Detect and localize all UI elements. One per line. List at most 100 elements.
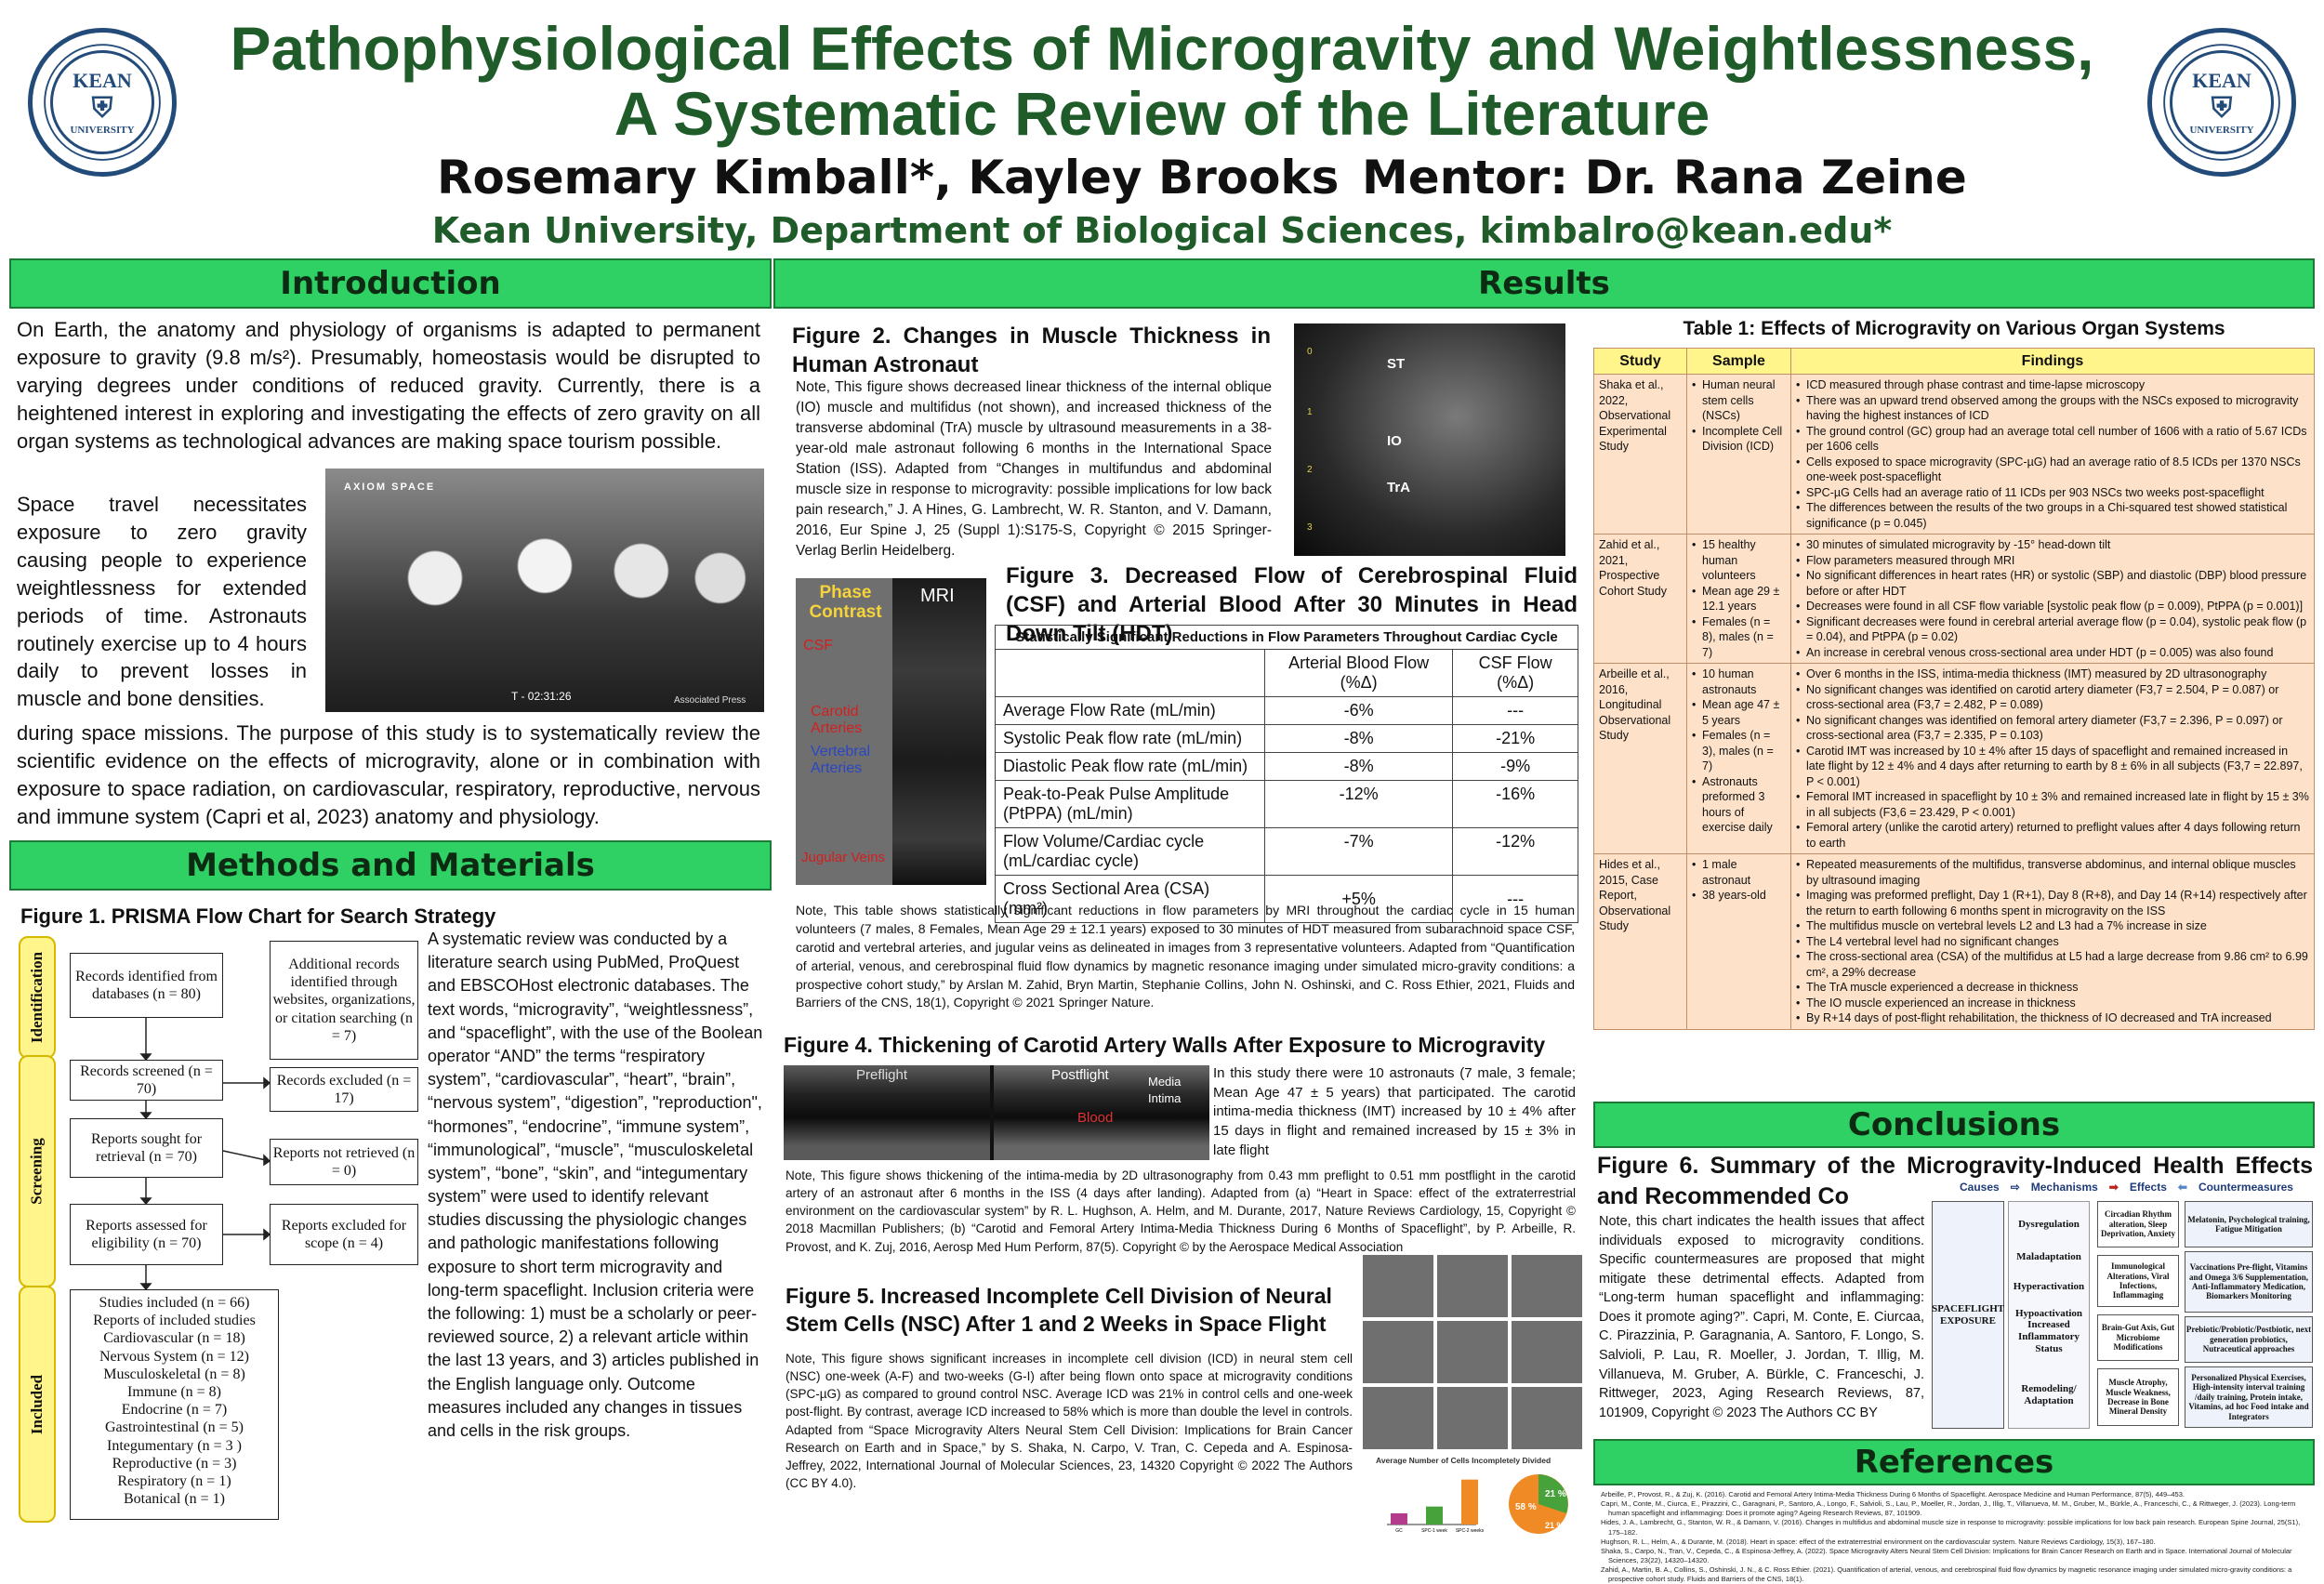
label-blood: Blood: [1077, 1110, 1114, 1126]
mentor: Mentor: Dr. Rana Zeine: [1362, 151, 1967, 205]
stage-included: Included: [19, 1286, 56, 1523]
tick-label: GC: [1395, 1528, 1403, 1534]
section-references: References: [1593, 1439, 2315, 1485]
countermeasure-box: Vaccinations Pre-flight, Vitamins and Om…: [2185, 1251, 2313, 1313]
title-line-2: A Systematic Review of the Literature: [614, 78, 1710, 148]
bar-spc-1-week: [1426, 1506, 1443, 1525]
table-row: Zahid et al., 2021, Prospective Cohort S…: [1593, 534, 2315, 665]
sample-item: 38 years-old: [1692, 888, 1786, 904]
included-line: Botanical (n = 1): [124, 1491, 225, 1508]
findings-cell: Repeated measurements of the multifidus,…: [1790, 853, 2315, 1030]
carotid-pre-panel: [784, 1065, 990, 1160]
us-scale-3: 3: [1307, 522, 1313, 533]
logo-ring: [2163, 44, 2280, 161]
affiliation: Kean University, Department of Biologica…: [431, 210, 1893, 251]
table-row: Cross Sectional Area (CSA) (mm²) +5% ---: [995, 875, 1578, 923]
finding-item: No significant differences in heart rate…: [1796, 568, 2309, 599]
box-records-excluded: Records excluded (n = 17): [270, 1067, 418, 1112]
box-reports-assessed: Reports assessed for eligibility (n = 70…: [70, 1204, 223, 1265]
sample-cell: 10 human astronautsMean age 47 ± 5 years…: [1686, 663, 1791, 855]
pie-slice: [1538, 1474, 1568, 1513]
table-row: Hides et al., 2015, Case Report, Observa…: [1593, 853, 2315, 1030]
table-row: Diastolic Peak flow rate (mL/min) -8% -9%: [995, 752, 1578, 781]
label-intima: Intima: [1148, 1091, 1182, 1105]
sample-item: 1 male astronaut: [1692, 857, 1786, 888]
effect-box: Circadian Rhythm alteration, Sleep Depri…: [2097, 1201, 2179, 1247]
finding-item: No significant changes was identified on…: [1796, 713, 2309, 744]
finding-item: By R+14 days of post-flight rehabilitati…: [1796, 1010, 2309, 1026]
findings-cell: Over 6 months in the ISS, intima-media t…: [1790, 663, 2315, 855]
finding-item: Decreases were found in all CSF flow var…: [1796, 599, 2309, 614]
mri-label-phase: Phase Contrast: [809, 583, 882, 622]
photo-credit: Associated Press: [674, 695, 746, 706]
reference-item: Arbeille, P., Provost, R., & Zuj, K. (20…: [1601, 1490, 2185, 1498]
col-header: Study: [1593, 347, 1687, 376]
effect-box: Immunological Alterations, Viral Infecti…: [2097, 1255, 2179, 1307]
section-results: Results: [773, 258, 2315, 309]
finding-item: Femoral artery (unlike the carotid arter…: [1796, 820, 2309, 851]
fig6-diagram: Causes ⇨ Mechanisms ➡ Effects ⬅ Countermeas…: [1932, 1173, 2315, 1435]
carotid-post-panel: [994, 1065, 1209, 1160]
sample-item: Human neural stem cells (NSCs): [1692, 377, 1786, 424]
study-cell: Zahid et al., 2021, Prospective Cohort S…: [1593, 534, 1687, 665]
finding-item: Significant decreases were found in cere…: [1796, 614, 2309, 645]
fig6-legend: Causes ⇨ Mechanisms ➡ Effects ⬅ Countermeas…: [1960, 1181, 2313, 1194]
included-line: Reports of included studies: [93, 1313, 256, 1329]
col-header: CSF Flow (%Δ): [1452, 649, 1578, 697]
methods-text: A systematic review was conducted by a l…: [428, 930, 763, 1440]
arrow-icon: ⇨: [2010, 1181, 2020, 1194]
legend-mechanisms: Mechanisms: [2030, 1181, 2098, 1194]
effect-box: Brain-Gut Axis, Gut Microbiome Modificat…: [2097, 1314, 2179, 1361]
included-line: Studies included (n = 66): [99, 1295, 250, 1311]
fig5-pie-chart: 58 % 21 % 21 %: [1509, 1474, 1568, 1534]
finding-item: Carotid IMT was increased by 10 ± 4% aft…: [1796, 744, 2309, 790]
arrow-icon: ⬅: [2177, 1181, 2187, 1194]
kean-logo-right: KEAN ⛨ UNIVERSITY: [2147, 28, 2296, 177]
us-label-tra: TrA: [1387, 480, 1411, 495]
fig2-ultrasound-image: ST IO TrA 0 1 2 3: [1294, 323, 1565, 556]
photo-timer: T - 02:31:26: [511, 690, 572, 703]
poster-title: Pathophysiological Effects of Microgravi…: [186, 16, 2138, 148]
included-line: Nervous System (n = 12): [99, 1348, 249, 1365]
included-line: Reproductive (n = 3): [112, 1455, 237, 1472]
us-label-io: IO: [1387, 433, 1402, 449]
finding-item: The differences between the results of t…: [1796, 500, 2309, 531]
pie-label: 21 %: [1545, 1489, 1566, 1499]
included-line: Cardiovascular (n = 18): [103, 1330, 245, 1347]
sample-item: Females (n = 3), males (n = 7): [1692, 728, 1786, 774]
mri-label-carotid: Carotid Arteries: [811, 704, 863, 737]
finding-item: The multifidus muscle on vertebral level…: [1796, 918, 2309, 934]
study-cell: Shaka et al., 2022, Observational Experi…: [1593, 374, 1687, 535]
finding-item: The TrA muscle experienced a decrease in…: [1796, 980, 2309, 996]
finding-item: Over 6 months in the ISS, intima-media t…: [1796, 667, 2309, 682]
study-cell: Arbeille et al., 2016, Longitudinal Obse…: [1593, 663, 1687, 855]
table-row: Peak-to-Peak Pulse Amplitude (PtPPA) (mL…: [995, 780, 1578, 828]
sample-item: Mean age 47 ± 5 years: [1692, 697, 1786, 728]
included-line: Gastrointestinal (n = 5): [105, 1419, 244, 1436]
findings-cell: ICD measured through phase contrast and …: [1790, 374, 2315, 535]
section-introduction: Introduction: [9, 258, 772, 309]
logo-seal: KEAN ⛨ UNIVERSITY: [2170, 50, 2274, 154]
sample-item: Mean age 29 ± 12.1 years: [1692, 584, 1786, 614]
table-row: Average Flow Rate (mL/min) -6% ---: [995, 696, 1578, 725]
included-line: Integumentary (n = 3 ): [107, 1437, 242, 1454]
finding-item: An increase in cerebral venous cross-sec…: [1796, 645, 2309, 661]
table-row: Flow Volume/Cardiac cycle (mL/cardiac cy…: [995, 827, 1578, 876]
included-line: Immune (n = 8): [127, 1383, 221, 1400]
finding-item: No significant changes was identified on…: [1796, 682, 2309, 713]
stage-screening: Screening: [19, 1055, 56, 1287]
fig4-note: Note, This figure shows thickening of th…: [786, 1168, 1576, 1254]
finding-item: The ground control (GC) group had an ave…: [1796, 424, 2309, 455]
fig4-carotid-image: Preflight Postflight Media Intima Blood: [784, 1065, 1209, 1160]
reference-item: Capri, M., Conte, M., Ciurca, E., Pirazz…: [1601, 1499, 2296, 1518]
box-studies-included: Studies included (n = 66) Reports of inc…: [70, 1289, 279, 1520]
cause-box: SPACEFLIGHT EXPOSURE: [1932, 1201, 2004, 1429]
finding-item: Imaging was preformed preflight, Day 1 (…: [1796, 888, 2309, 918]
sample-item: 15 healthy human volunteers: [1692, 537, 1786, 584]
tick-label: SPC-2 weeks: [1456, 1528, 1485, 1534]
kean-logo-left: KEAN ⛨ UNIVERSITY: [28, 28, 177, 177]
col-header: Sample: [1686, 347, 1791, 376]
astronauts-photo: AXIOM SPACE T - 02:31:26 Associated Pres…: [325, 469, 764, 712]
intro-paragraph-2: Space travel necessitates exposure to ze…: [17, 493, 307, 711]
fig3-table: Statistically Significant Reductions in …: [995, 625, 1578, 923]
